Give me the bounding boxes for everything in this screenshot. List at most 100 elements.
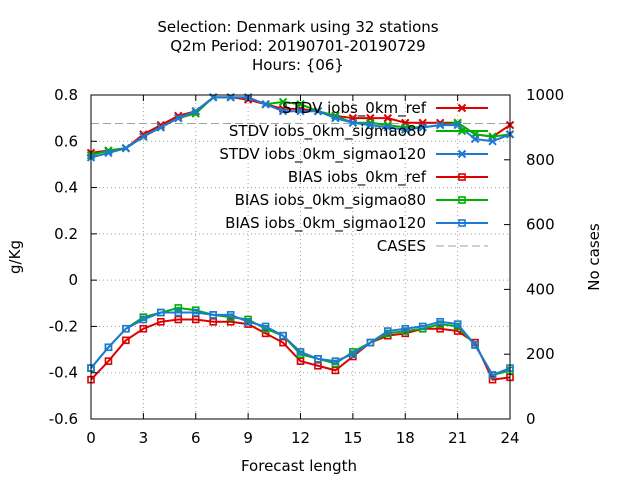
y-tick-label: -0.6 [49, 410, 78, 428]
y-tick-label: 0.8 [54, 86, 78, 104]
data-point-marker [470, 134, 480, 144]
data-point-marker [436, 317, 444, 326]
data-point-marker [331, 113, 340, 123]
data-point-marker [226, 317, 235, 326]
data-point-marker [458, 173, 466, 181]
data-point-marker [279, 331, 287, 340]
data-point-marker [457, 149, 467, 159]
data-point-marker [348, 118, 358, 127]
legend-label: BIAS iobs_0km_sigmao120 [225, 214, 426, 233]
data-point-marker [261, 329, 270, 338]
data-point-marker [435, 120, 445, 130]
data-point-marker [366, 120, 375, 130]
data-point-marker [401, 324, 410, 333]
data-point-marker [261, 322, 270, 331]
data-point-marker [156, 123, 166, 132]
data-point-marker [174, 308, 183, 317]
x-axis-label: Forecast length [241, 457, 357, 475]
data-point-marker [191, 106, 200, 116]
series-line [90, 318, 511, 381]
y2-tick-label: 800 [526, 151, 555, 169]
data-point-marker [383, 123, 392, 132]
legend-label: STDV iobs_0km_sigmao120 [219, 145, 426, 164]
legend: STDV iobs_0km_ref STDV iobs_0km_sigmao80 S… [219, 99, 488, 255]
series-line [90, 311, 511, 377]
y2-tick-label: 600 [526, 216, 555, 234]
axis-ticks: 0 3 6 9 12 15 18 21 24 -0.6 -0.4 -0.2 0 0.2 0.4 0.6 0.8 0… [49, 86, 564, 447]
data-point-marker [174, 113, 183, 123]
data-point-marker [436, 324, 444, 333]
data-point-marker [139, 132, 148, 141]
x-tick-label: 6 [191, 429, 201, 447]
data-point-marker [418, 322, 427, 331]
series-line [90, 306, 511, 377]
data-point-marker [157, 308, 165, 317]
data-point-marker [279, 338, 287, 347]
data-point-marker [261, 100, 270, 109]
y-tick-label: -0.4 [49, 364, 78, 382]
data-point-marker [139, 315, 148, 324]
x-tick-label: 15 [343, 429, 362, 447]
data-point-marker [104, 343, 113, 352]
x-tick-label: 12 [291, 429, 310, 447]
data-point-marker [226, 311, 235, 319]
data-point-marker [278, 97, 288, 107]
chart-title-line-2: Q2m Period: 20190701-20190729 [170, 37, 425, 55]
x-tick-label: 24 [500, 429, 519, 447]
data-point-marker [174, 304, 183, 312]
data-point-marker [453, 120, 462, 130]
data-point-marker [366, 338, 375, 347]
x-tick-label: 9 [243, 429, 253, 447]
y2-tick-label: 1000 [526, 86, 564, 104]
data-point-marker [122, 324, 130, 333]
data-point-marker [278, 106, 288, 116]
y-tick-label: 0.2 [54, 225, 78, 243]
data-point-marker [331, 366, 340, 375]
data-point-marker [471, 341, 479, 349]
data-point-marker [191, 315, 200, 324]
data-point-marker [313, 106, 323, 116]
legend-label: STDV iobs_0km_ref [282, 99, 427, 118]
data-point-marker [314, 355, 322, 363]
y-tick-label: -0.2 [49, 317, 78, 335]
data-point-marker [453, 320, 462, 328]
data-point-marker [156, 120, 166, 130]
data-point-marker [121, 144, 131, 153]
data-point-marker [244, 317, 252, 326]
grid [91, 95, 510, 419]
data-point-marker [122, 336, 130, 345]
data-point-marker [157, 317, 165, 326]
legend-label: STDV iobs_0km_sigmao80 [229, 122, 426, 141]
data-point-marker [331, 357, 340, 365]
data-point-marker [296, 348, 305, 356]
x-tick-label: 18 [396, 429, 415, 447]
data-point-marker [209, 317, 218, 326]
data-point-marker [139, 130, 148, 139]
data-point-marker [209, 311, 218, 319]
data-point-marker [457, 103, 467, 113]
data-point-marker [296, 106, 305, 116]
y2-tick-label: 200 [526, 345, 555, 363]
y2-tick-label: 400 [526, 280, 555, 298]
y-tick-label: 0.6 [54, 132, 78, 150]
data-point-marker [488, 371, 497, 379]
legend-label: CASES [377, 237, 426, 255]
data-point-marker [457, 126, 467, 136]
data-point-marker [458, 196, 466, 204]
data-point-marker [458, 219, 466, 227]
data-point-marker [296, 357, 305, 365]
data-point-marker [349, 350, 357, 359]
x-tick-label: 21 [448, 429, 467, 447]
chart-title-line-3: Hours: {06} [252, 56, 344, 74]
chart-title-line-1: Selection: Denmark using 32 stations [157, 18, 438, 36]
data-point-marker [139, 324, 148, 333]
y-tick-label: 0 [68, 271, 78, 289]
data-point-marker [104, 148, 113, 158]
data-point-marker [104, 357, 113, 365]
data-point-marker [191, 308, 200, 317]
legend-label: BIAS iobs_0km_ref [288, 168, 427, 187]
data-point-marker [401, 125, 410, 134]
data-point-marker [488, 375, 497, 384]
data-point-marker [383, 327, 392, 335]
